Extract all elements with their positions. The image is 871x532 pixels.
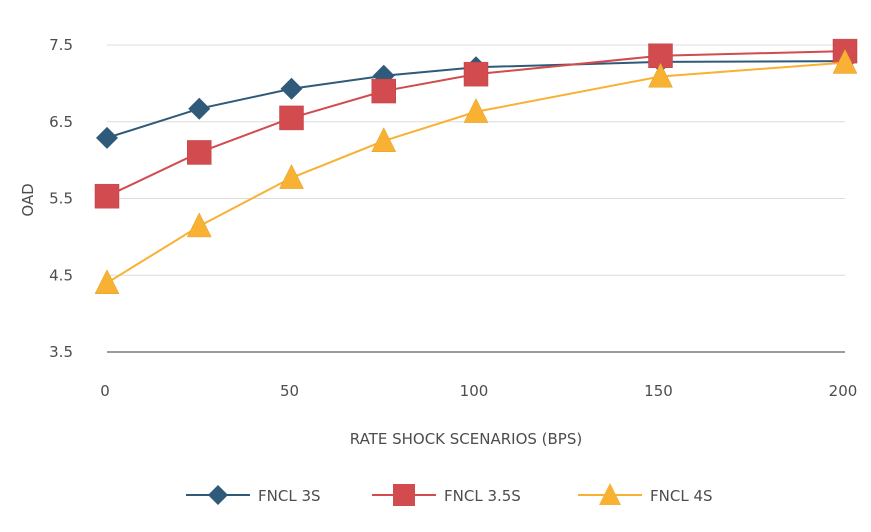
series-group (94, 38, 858, 294)
y-axis-ticks: 3.5 4.5 5.5 6.5 7.5 (49, 36, 73, 361)
data-point-square (371, 78, 396, 104)
data-point-diamond (96, 126, 118, 149)
data-point-square (187, 140, 212, 165)
y-tick-label: 3.5 (49, 343, 73, 361)
legend-label: FNCL 3.5S (444, 487, 521, 505)
x-axis-ticks: 0 50 100 150 200 (100, 382, 857, 400)
legend-item: FNCL 3.5S (372, 484, 521, 506)
series-line (106, 61, 846, 284)
x-tick-label: 50 (280, 382, 299, 400)
y-tick-label: 7.5 (49, 36, 73, 54)
legend-item: FNCL 3S (186, 485, 321, 505)
series-fncl-4s (94, 48, 858, 294)
legend-label: FNCL 3S (258, 487, 321, 505)
data-point-diamond (188, 97, 211, 120)
data-point-square (463, 61, 489, 87)
data-point-square (279, 105, 304, 131)
data-point-triangle (94, 269, 120, 294)
x-tick-label: 150 (644, 382, 673, 400)
square-icon (393, 484, 415, 506)
data-point-diamond (280, 77, 303, 100)
data-point-triangle (648, 62, 673, 88)
series-fncl-3-5s (94, 38, 858, 209)
triangle-icon (599, 483, 621, 505)
legend-label: FNCL 4S (650, 487, 713, 505)
data-point-triangle (832, 48, 858, 74)
y-tick-label: 5.5 (49, 190, 73, 208)
y-tick-label: 4.5 (49, 266, 73, 284)
data-point-square (94, 183, 120, 209)
data-point-triangle (186, 212, 212, 238)
y-tick-label: 6.5 (49, 113, 73, 131)
x-tick-label: 0 (100, 382, 110, 400)
x-axis-title: RATE SHOCK SCENARIOS (BPS) (350, 430, 582, 448)
data-point-triangle (463, 98, 489, 123)
grid-lines (107, 44, 845, 353)
x-tick-label: 100 (460, 382, 489, 400)
y-axis-title: OAD (19, 183, 37, 216)
diamond-icon (208, 485, 228, 505)
data-point-triangle (279, 164, 304, 189)
x-tick-label: 200 (829, 382, 858, 400)
legend: FNCL 3S FNCL 3.5S FNCL 4S (186, 483, 713, 506)
legend-item: FNCL 4S (578, 483, 713, 505)
data-point-triangle (371, 127, 397, 152)
